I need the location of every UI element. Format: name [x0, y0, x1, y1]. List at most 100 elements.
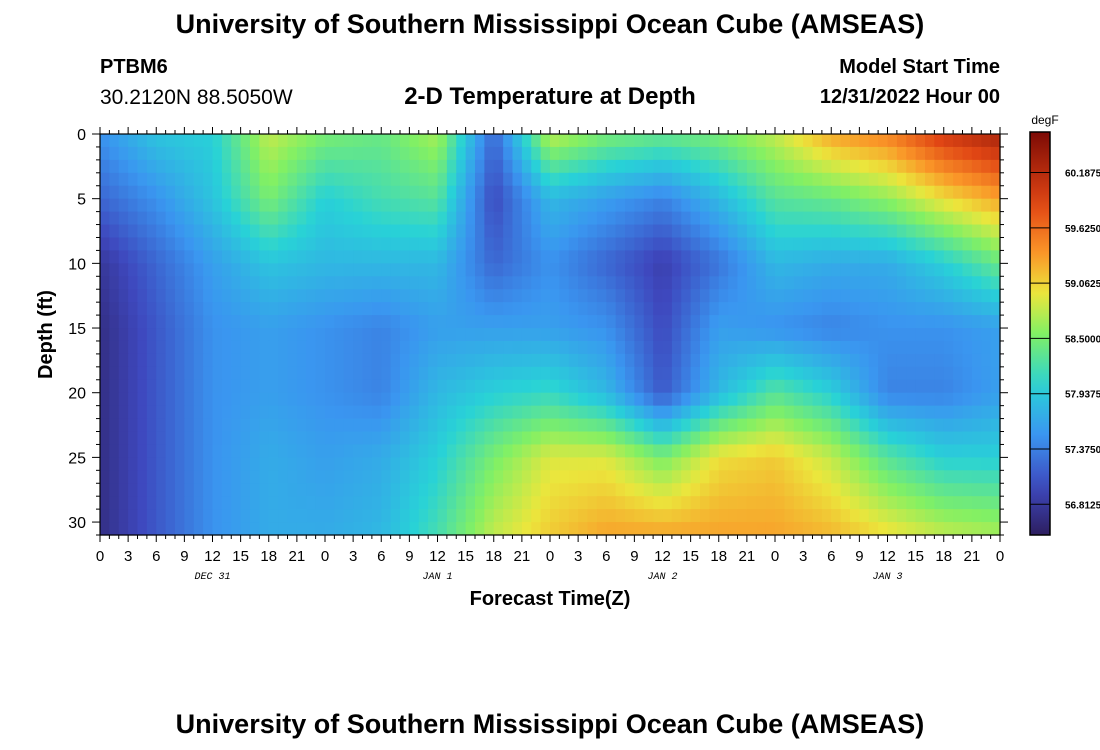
heatmap-cell: [615, 405, 626, 420]
heatmap-cell: [756, 431, 767, 446]
heatmap-cell: [662, 276, 673, 290]
heatmap-cell: [512, 263, 523, 277]
heatmap-cell: [165, 198, 176, 213]
x-tick-label: 21: [739, 548, 756, 565]
heatmap-cell: [418, 444, 429, 458]
heatmap-cell: [718, 276, 729, 290]
heatmap-cell: [859, 470, 870, 484]
heatmap-cell: [887, 263, 898, 277]
heatmap-cell: [859, 457, 870, 471]
heatmap-cell: [915, 328, 926, 342]
heatmap-cell: [287, 315, 298, 329]
heatmap-cell: [437, 457, 448, 471]
heatmap-cell: [193, 172, 204, 187]
heatmap-cell: [887, 211, 898, 226]
heatmap-cell: [146, 134, 157, 148]
heatmap-cell: [568, 302, 579, 316]
heatmap-cell: [568, 146, 579, 161]
heatmap-cell: [203, 159, 214, 174]
heatmap-cell: [428, 366, 439, 381]
heatmap-cell: [793, 431, 804, 446]
heatmap-cell: [306, 315, 317, 329]
heatmap-cell: [362, 289, 373, 303]
heatmap-cell: [437, 483, 448, 497]
station-id: PTBM6: [100, 56, 168, 78]
heatmap-cell: [934, 379, 945, 394]
heatmap-cell: [962, 340, 973, 355]
heatmap-cell: [268, 146, 279, 161]
heatmap-cell: [334, 172, 345, 187]
heatmap-cell: [437, 353, 448, 368]
heatmap-cell: [634, 146, 645, 161]
heatmap-cell: [625, 159, 635, 174]
heatmap-cell: [868, 159, 879, 174]
heatmap-cell: [700, 134, 710, 148]
heatmap-cell: [896, 237, 907, 252]
heatmap-cell: [315, 418, 326, 433]
heatmap-cell: [521, 328, 532, 342]
heatmap-cell: [840, 457, 851, 471]
heatmap-cell: [371, 457, 382, 471]
heatmap-cell: [175, 159, 185, 174]
heatmap-cell: [915, 340, 926, 355]
heatmap-cell: [915, 250, 926, 264]
heatmap-cell: [625, 198, 635, 213]
heatmap-cell: [728, 379, 739, 394]
heatmap-cell: [409, 496, 420, 510]
heatmap-cell: [531, 353, 542, 368]
heatmap-cell: [137, 483, 148, 497]
heatmap-cell: [643, 496, 654, 510]
heatmap-cell: [503, 211, 514, 226]
heatmap-cell: [221, 250, 232, 264]
heatmap-cell: [428, 483, 439, 497]
heatmap-cell: [456, 172, 467, 187]
heatmap-cell: [859, 250, 870, 264]
heatmap-cell: [381, 392, 392, 407]
heatmap-cell: [118, 418, 129, 433]
heatmap-cell: [850, 146, 860, 161]
heatmap-cell: [521, 159, 532, 174]
heatmap-cell: [400, 509, 410, 523]
heatmap-cell: [606, 340, 617, 355]
heatmap-cell: [128, 353, 139, 368]
heatmap-cell: [250, 392, 260, 407]
heatmap-cell: [868, 276, 879, 290]
heatmap-cell: [409, 353, 420, 368]
heatmap-cell: [109, 392, 120, 407]
heatmap-cell: [287, 379, 298, 394]
heatmap-cell: [156, 496, 167, 510]
heatmap-cell: [671, 250, 682, 264]
heatmap-cell: [390, 444, 401, 458]
heatmap-cell: [109, 211, 120, 226]
heatmap-cell: [156, 444, 167, 458]
heatmap-cell: [315, 470, 326, 484]
heatmap-cell: [737, 134, 748, 148]
heatmap-cell: [700, 250, 710, 264]
heatmap-cell: [812, 250, 823, 264]
heatmap-cell: [587, 418, 598, 433]
heatmap-cell: [915, 159, 926, 174]
heatmap-cell: [606, 289, 617, 303]
heatmap-cell: [887, 392, 898, 407]
heatmap-cell: [100, 134, 110, 148]
heatmap-cell: [559, 457, 570, 471]
heatmap-cell: [540, 509, 551, 523]
heatmap-cell: [278, 172, 289, 187]
heatmap-cell: [962, 522, 973, 536]
heatmap-cell: [100, 159, 110, 174]
heatmap-cell: [493, 237, 504, 252]
x-tick-label: 18: [485, 548, 502, 565]
heatmap-cell: [465, 379, 476, 394]
heatmap-cell: [306, 366, 317, 381]
heatmap-cell: [850, 340, 860, 355]
heatmap-cell: [287, 172, 298, 187]
heatmap-cell: [953, 289, 964, 303]
heatmap-cell: [728, 405, 739, 420]
heatmap-cell: [681, 276, 692, 290]
heatmap-cell: [990, 509, 1001, 523]
heatmap-cell: [765, 405, 776, 420]
heatmap-cell: [353, 379, 364, 394]
heatmap-cell: [850, 392, 860, 407]
heatmap-cell: [812, 444, 823, 458]
heatmap-cell: [156, 522, 167, 536]
